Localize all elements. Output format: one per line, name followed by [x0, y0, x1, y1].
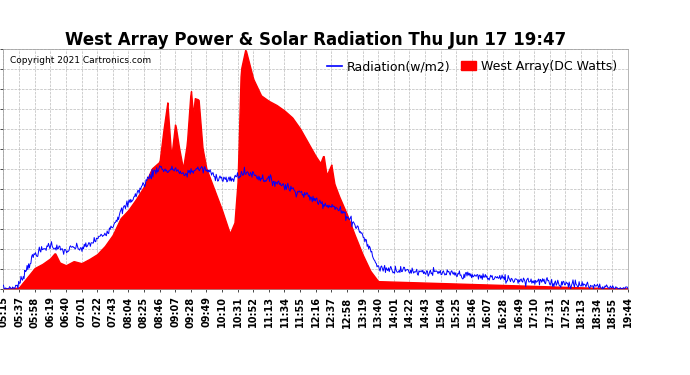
Text: Copyright 2021 Cartronics.com: Copyright 2021 Cartronics.com: [10, 56, 151, 65]
Legend: Radiation(w/m2), West Array(DC Watts): Radiation(w/m2), West Array(DC Watts): [322, 55, 622, 78]
Title: West Array Power & Solar Radiation Thu Jun 17 19:47: West Array Power & Solar Radiation Thu J…: [65, 31, 566, 49]
